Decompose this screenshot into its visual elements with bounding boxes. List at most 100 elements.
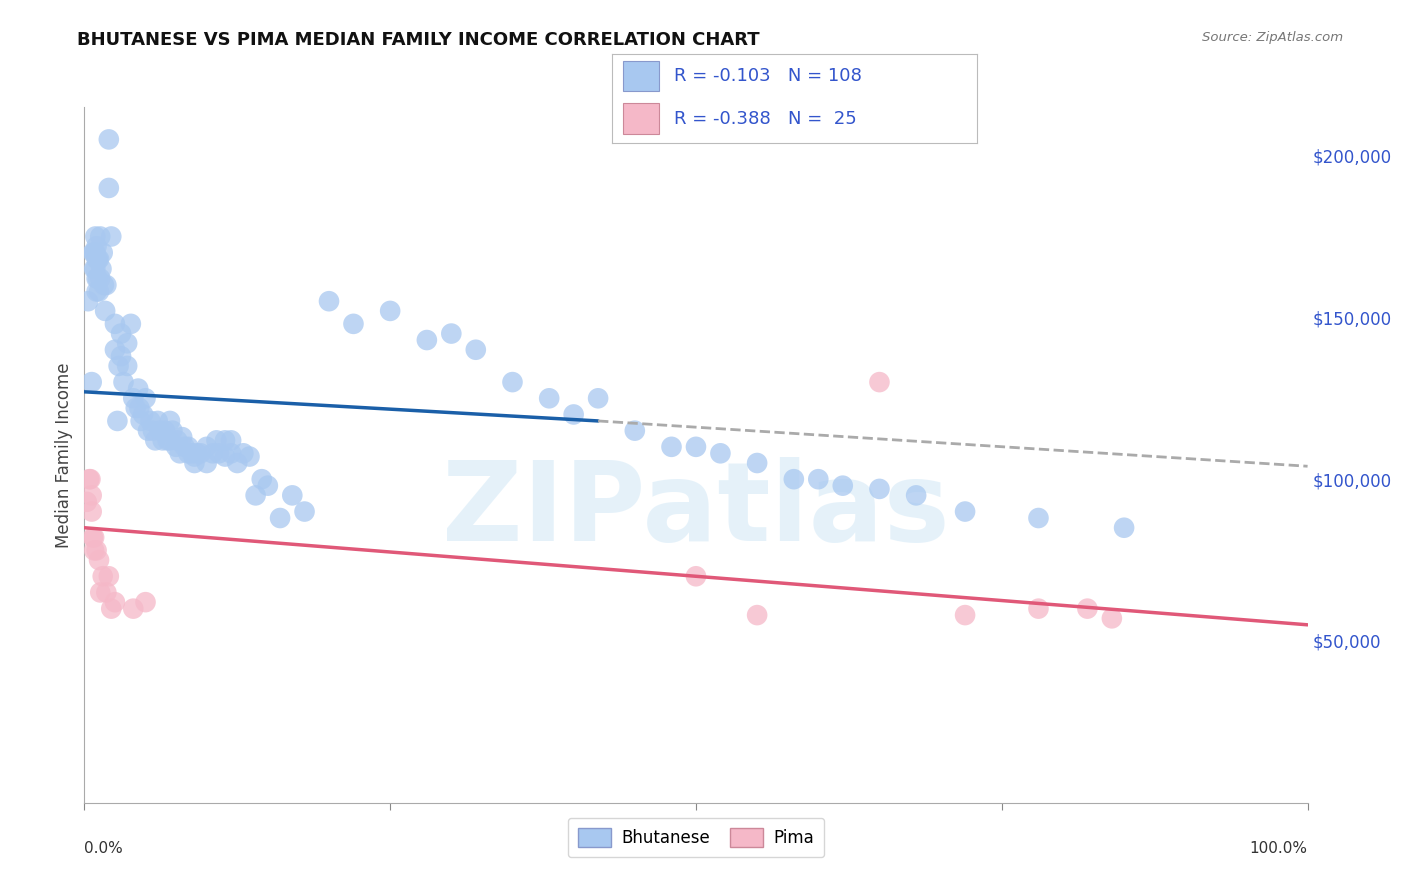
Point	[97, 132, 120, 146]
Point	[86, 285, 108, 299]
Point	[80, 488, 103, 502]
Point	[83, 261, 105, 276]
Point	[905, 488, 928, 502]
Point	[173, 440, 195, 454]
Point	[169, 446, 191, 460]
Point	[77, 294, 100, 309]
Point	[538, 392, 561, 406]
Point	[153, 424, 176, 438]
Point	[214, 450, 236, 464]
Point	[190, 446, 212, 460]
Point	[90, 261, 112, 276]
Point	[342, 317, 364, 331]
Point	[165, 440, 187, 454]
Point	[86, 271, 108, 285]
Point	[86, 239, 108, 253]
Point	[115, 359, 138, 373]
Point	[110, 349, 132, 363]
Point	[94, 304, 117, 318]
Point	[91, 569, 114, 583]
Point	[380, 304, 402, 318]
Point	[232, 446, 254, 460]
Point	[172, 430, 194, 444]
Point	[152, 434, 174, 448]
Text: Source: ZipAtlas.com: Source: ZipAtlas.com	[1202, 31, 1343, 45]
Point	[177, 440, 200, 454]
Bar	[623, 103, 659, 134]
Point	[87, 271, 110, 285]
Point	[87, 252, 110, 267]
Point	[96, 585, 118, 599]
Point	[318, 294, 340, 309]
Point	[136, 424, 159, 438]
Point	[869, 375, 891, 389]
Point	[661, 440, 683, 454]
Point	[219, 446, 242, 460]
Bar	[623, 61, 659, 91]
Point	[562, 408, 585, 422]
Point	[120, 317, 142, 331]
Point	[97, 181, 120, 195]
Point	[135, 392, 157, 406]
Text: R = -0.103   N = 108: R = -0.103 N = 108	[673, 67, 862, 85]
Point	[183, 450, 205, 464]
Point	[257, 478, 280, 492]
Point	[89, 585, 111, 599]
Point	[82, 531, 104, 545]
Point	[93, 278, 115, 293]
Point	[91, 245, 114, 260]
Point	[238, 450, 260, 464]
Point	[685, 440, 707, 454]
Point	[132, 408, 155, 422]
Point	[464, 343, 486, 357]
Point	[201, 446, 224, 460]
Point	[685, 569, 707, 583]
Point	[195, 456, 218, 470]
Point	[82, 245, 104, 260]
Point	[250, 472, 273, 486]
Point	[245, 488, 267, 502]
Point	[205, 434, 228, 448]
Point	[1028, 511, 1050, 525]
Point	[831, 478, 853, 492]
Text: R = -0.388   N =  25: R = -0.388 N = 25	[673, 110, 856, 128]
Text: 100.0%: 100.0%	[1250, 841, 1308, 856]
Point	[83, 245, 105, 260]
Text: ZIPatlas: ZIPatlas	[441, 457, 950, 564]
Point	[416, 333, 439, 347]
Point	[96, 278, 118, 293]
Y-axis label: Median Family Income: Median Family Income	[55, 362, 73, 548]
Point	[807, 472, 830, 486]
Text: BHUTANESE VS PIMA MEDIAN FAMILY INCOME CORRELATION CHART: BHUTANESE VS PIMA MEDIAN FAMILY INCOME C…	[77, 31, 761, 49]
Point	[100, 601, 122, 615]
Point	[139, 414, 162, 428]
Point	[186, 446, 208, 460]
Point	[87, 252, 110, 267]
Point	[226, 456, 249, 470]
Point	[586, 392, 609, 406]
Point	[1114, 521, 1136, 535]
Point	[149, 424, 172, 438]
Point	[83, 543, 105, 558]
Point	[1028, 601, 1050, 615]
Point	[122, 601, 145, 615]
Point	[104, 317, 127, 331]
Point	[219, 434, 242, 448]
Point	[1076, 601, 1098, 615]
Point	[142, 424, 165, 438]
Point	[869, 482, 891, 496]
Point	[143, 434, 166, 448]
Point	[122, 392, 145, 406]
Point	[135, 595, 157, 609]
Point	[104, 595, 127, 609]
Point	[77, 472, 100, 486]
Point	[80, 375, 103, 389]
Point	[87, 285, 110, 299]
Point	[709, 446, 731, 460]
Point	[214, 434, 236, 448]
Point	[84, 229, 107, 244]
Point	[128, 401, 150, 415]
Point	[84, 245, 107, 260]
Point	[146, 414, 169, 428]
Point	[97, 569, 120, 583]
